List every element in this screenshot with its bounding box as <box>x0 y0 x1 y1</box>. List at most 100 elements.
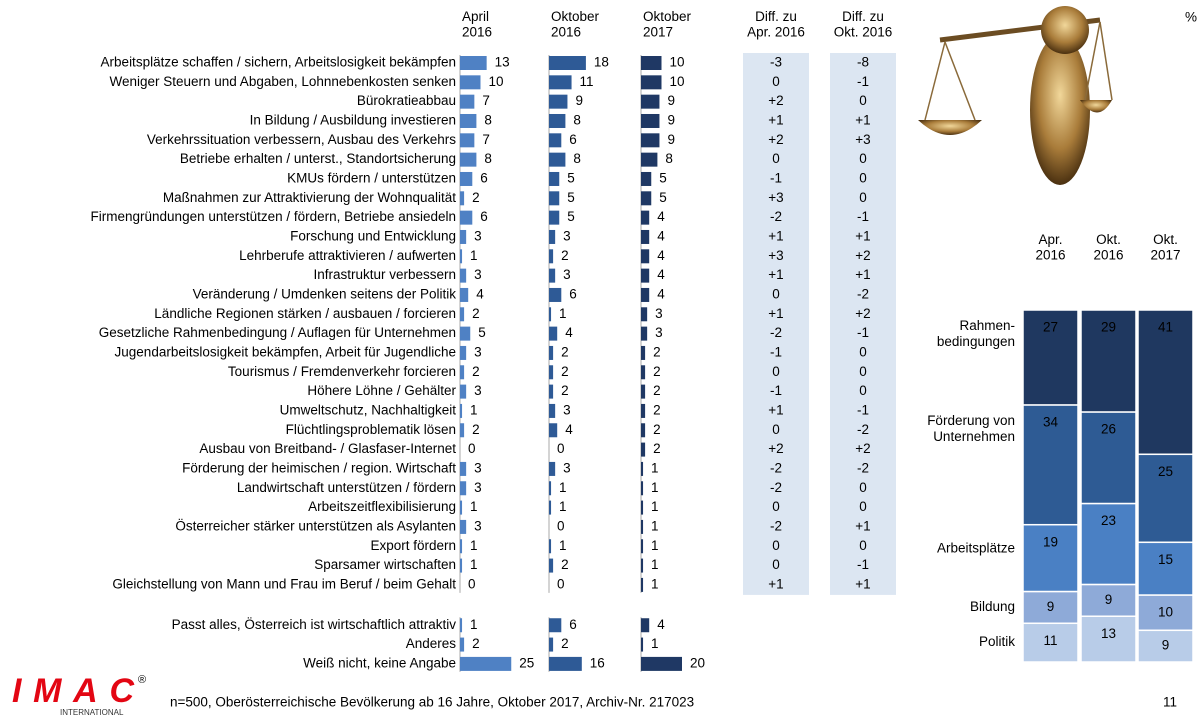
diff-value: -2 <box>857 287 869 302</box>
category-label: Bürokratieabbau <box>357 93 456 108</box>
value-label: 3 <box>563 460 571 475</box>
logo-registered: ® <box>138 674 146 686</box>
diff-value: 0 <box>859 190 867 205</box>
logo: IMAC <box>12 672 134 710</box>
value-label: 2 <box>472 422 480 437</box>
column-header: Okt. 2016 <box>1093 232 1123 263</box>
value-label: 5 <box>567 190 575 205</box>
diff-value: 0 <box>859 93 867 108</box>
bar <box>641 423 646 438</box>
category-label: Anderes <box>406 636 457 651</box>
diff-value: -1 <box>770 345 782 360</box>
value-label: 10 <box>670 74 685 89</box>
diff-value: +2 <box>855 248 870 263</box>
value-label: 1 <box>651 460 659 475</box>
segment <box>1137 629 1194 663</box>
diff-value: 0 <box>772 151 780 166</box>
category-label: Österreicher stärker unterstützen als As… <box>175 518 456 533</box>
category-label: Umweltschutz, Nachhaltigkeit <box>280 403 457 418</box>
series-header: Oktober 2016 <box>551 9 600 40</box>
value-label: 0 <box>557 576 565 591</box>
value-label: 1 <box>651 557 659 572</box>
bar <box>549 461 556 476</box>
value-label: 6 <box>480 171 488 186</box>
category-label: Jugendarbeitslosigkeit bekämpfen, Arbeit… <box>115 345 456 360</box>
segment <box>1022 404 1079 526</box>
diff-value: +1 <box>855 267 870 282</box>
bar <box>549 384 554 399</box>
segment <box>1022 523 1079 593</box>
diff-value: +1 <box>855 229 870 244</box>
value-label: 20 <box>690 655 705 670</box>
value-label: 5 <box>478 325 486 340</box>
category-label: Weniger Steuern und Abgaben, Lohnnebenko… <box>109 74 456 89</box>
value-label: 1 <box>470 499 478 514</box>
diff-value: 0 <box>772 422 780 437</box>
bar <box>460 558 463 573</box>
bar <box>460 56 487 70</box>
value-label: 2 <box>653 345 661 360</box>
diff-value: +1 <box>855 113 870 128</box>
value-label: 8 <box>665 151 673 166</box>
value-label: 9 <box>575 93 583 108</box>
series-label: Politik <box>979 634 1015 649</box>
segment-label: 26 <box>1101 422 1116 437</box>
bar <box>641 94 660 109</box>
value-label: 1 <box>651 576 659 591</box>
value-label: 6 <box>569 132 577 147</box>
series-label: Bildung <box>970 599 1015 614</box>
value-label: 4 <box>565 422 573 437</box>
value-label: 3 <box>474 267 482 282</box>
category-label: Export fördern <box>370 538 456 553</box>
value-label: 4 <box>657 248 665 263</box>
category-label: Flüchtlingsproblematik lösen <box>286 422 456 437</box>
bar <box>460 249 463 264</box>
value-label: 2 <box>472 364 480 379</box>
diff-value: +2 <box>768 132 783 147</box>
value-label: 1 <box>651 636 659 651</box>
diff-value: 0 <box>859 480 867 495</box>
diff-value: +3 <box>768 248 783 263</box>
bar <box>549 481 552 496</box>
bar <box>641 577 644 592</box>
bar <box>549 656 582 671</box>
diff-value: -2 <box>770 460 782 475</box>
segment-label: 25 <box>1158 464 1173 479</box>
value-label: 3 <box>474 518 482 533</box>
bar <box>641 442 646 457</box>
diff-value: -2 <box>770 480 782 495</box>
bar <box>641 171 652 186</box>
value-label: 16 <box>590 655 605 670</box>
category-label: Infrastruktur verbessern <box>313 267 456 282</box>
segment-label: 27 <box>1043 320 1058 335</box>
value-label: 1 <box>559 480 567 495</box>
diff-value: 0 <box>859 345 867 360</box>
diff-value: -1 <box>857 403 869 418</box>
segment <box>1080 502 1137 586</box>
value-label: 1 <box>470 557 478 572</box>
bar <box>641 519 644 534</box>
value-label: 9 <box>667 113 675 128</box>
category-label: In Bildung / Ausbildung investieren <box>250 113 456 128</box>
value-label: 6 <box>569 617 577 632</box>
category-label: Lehrberufe attraktivieren / aufwerten <box>239 248 456 263</box>
bar <box>641 461 644 476</box>
value-label: 5 <box>659 190 667 205</box>
value-label: 0 <box>557 518 565 533</box>
value-label: 1 <box>470 248 478 263</box>
value-label: 2 <box>472 190 480 205</box>
logo-sub: INTERNATIONAL <box>60 708 124 717</box>
bar <box>549 191 560 206</box>
bar <box>460 384 467 399</box>
segment <box>1137 309 1194 456</box>
value-label: 2 <box>561 364 569 379</box>
value-label: 13 <box>495 55 510 70</box>
category-label: Passt alles, Österreich ist wirtschaftli… <box>172 617 457 632</box>
bar <box>641 75 662 90</box>
value-label: 9 <box>667 132 675 147</box>
segment <box>1137 594 1194 632</box>
segment <box>1080 615 1137 663</box>
diff-value: 0 <box>859 171 867 186</box>
footer: n=500, Oberösterreichische Bevölkerung a… <box>170 695 694 710</box>
diff-value: 0 <box>772 287 780 302</box>
